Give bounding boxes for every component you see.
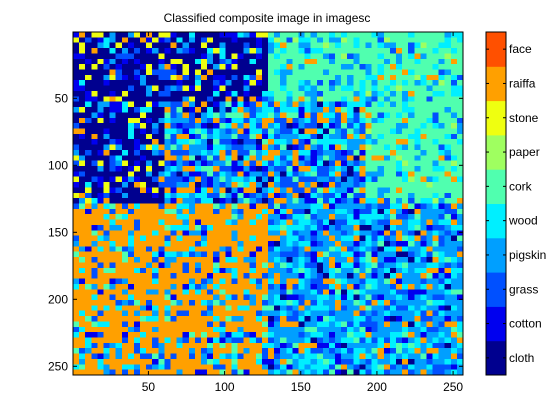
y-tick-label: 150 — [48, 225, 68, 239]
y-tick-label: 50 — [55, 91, 69, 105]
heatmap-image — [73, 32, 463, 375]
colorbar-frame — [485, 31, 507, 376]
colorbar-label: cork — [509, 179, 533, 193]
y-tick-label: 100 — [48, 158, 68, 172]
y-axis: 50 100 150 200 250 — [48, 91, 463, 373]
chart-title: Classified composite image in imagesc — [164, 11, 371, 25]
colorbar-label: face — [509, 42, 532, 56]
colorbar-swatch — [486, 203, 506, 239]
colorbar: cloth cotton grass pigskin wood cork paper ston… — [486, 32, 546, 376]
colorbar-swatch — [486, 134, 506, 170]
colorbar-swatch — [486, 100, 506, 136]
colorbar-label: grass — [509, 282, 538, 296]
x-tick-label: 150 — [291, 380, 311, 394]
x-tick-label: 200 — [367, 380, 387, 394]
colorbar-swatch — [486, 340, 506, 376]
colorbar-swatch — [486, 32, 506, 67]
colorbar-swatch — [486, 306, 506, 342]
colorbar-label: cloth — [509, 351, 534, 365]
x-tick-label: 50 — [142, 380, 156, 394]
colorbar-swatch — [486, 169, 506, 204]
colorbar-swatch — [486, 237, 506, 273]
colorbar-label: wood — [508, 214, 538, 228]
plot-frame — [72, 31, 464, 376]
colorbar-swatch — [486, 66, 506, 102]
y-tick-label: 200 — [48, 292, 68, 306]
x-tick-label: 250 — [443, 380, 463, 394]
y-tick-label: 250 — [48, 359, 68, 373]
colorbar-swatch — [486, 272, 506, 307]
x-axis: 50 100 150 200 250 — [142, 32, 463, 394]
x-tick-label: 100 — [215, 380, 235, 394]
colorbar-label: pigskin — [509, 248, 546, 262]
colorbar-label: paper — [509, 145, 540, 159]
heatmap-plot — [73, 32, 463, 375]
colorbar-label: cotton — [509, 317, 542, 331]
colorbar-label: stone — [509, 111, 539, 125]
colorbar-label: raiffa — [509, 76, 536, 90]
